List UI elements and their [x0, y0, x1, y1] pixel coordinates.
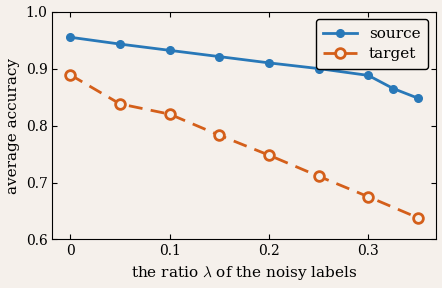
target: [217, 134, 222, 137]
Legend: source, target: source, target: [316, 19, 428, 69]
source: [267, 61, 272, 65]
target: [68, 73, 73, 77]
source: [117, 42, 122, 46]
target: [316, 175, 321, 178]
X-axis label: the ratio $\lambda$ of the noisy labels: the ratio $\lambda$ of the noisy labels: [131, 264, 357, 282]
source: [391, 87, 396, 90]
target: [267, 154, 272, 157]
source: [167, 49, 172, 52]
target: [167, 112, 172, 116]
source: [68, 35, 73, 39]
target: [366, 195, 371, 198]
source: [316, 67, 321, 70]
target: [415, 216, 421, 219]
Y-axis label: average accuracy: average accuracy: [6, 58, 20, 194]
Line: source: source: [66, 33, 422, 102]
source: [366, 74, 371, 77]
source: [217, 55, 222, 58]
target: [117, 102, 122, 106]
source: [415, 96, 421, 100]
Line: target: target: [65, 70, 423, 223]
